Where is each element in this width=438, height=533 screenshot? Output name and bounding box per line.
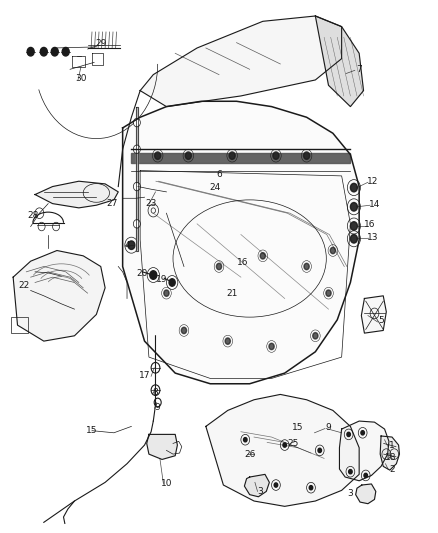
Circle shape [181, 327, 187, 334]
Circle shape [318, 448, 321, 453]
Polygon shape [35, 181, 118, 208]
Polygon shape [140, 16, 342, 107]
Text: 27: 27 [106, 199, 117, 208]
Text: 30: 30 [75, 75, 87, 83]
Text: 12: 12 [367, 177, 378, 185]
Circle shape [216, 263, 222, 270]
Circle shape [304, 152, 310, 159]
Polygon shape [136, 107, 138, 251]
Circle shape [260, 253, 265, 259]
Circle shape [274, 483, 278, 487]
Text: 14: 14 [369, 200, 380, 208]
Text: 15: 15 [292, 423, 304, 432]
Text: 28: 28 [27, 212, 39, 220]
Circle shape [309, 486, 313, 490]
Text: 26: 26 [244, 450, 255, 458]
Circle shape [40, 47, 47, 56]
Text: 2: 2 [389, 465, 395, 473]
Text: 8: 8 [152, 389, 159, 397]
Text: 6: 6 [216, 171, 222, 179]
Text: 19: 19 [156, 276, 168, 284]
Text: 5: 5 [378, 317, 384, 325]
Circle shape [350, 235, 357, 243]
Text: 21: 21 [226, 289, 238, 297]
Text: 20: 20 [137, 269, 148, 278]
Text: 29: 29 [95, 39, 106, 48]
Circle shape [244, 438, 247, 442]
Text: 16: 16 [364, 221, 376, 229]
Text: 4: 4 [124, 241, 130, 249]
Circle shape [225, 338, 230, 344]
Circle shape [347, 432, 350, 437]
Circle shape [155, 152, 161, 159]
Circle shape [27, 47, 34, 56]
Circle shape [313, 333, 318, 339]
Polygon shape [206, 394, 359, 506]
Text: 9: 9 [325, 423, 332, 432]
Text: 9: 9 [155, 403, 161, 411]
Polygon shape [339, 421, 389, 481]
Polygon shape [147, 434, 177, 459]
Circle shape [326, 290, 331, 296]
Circle shape [364, 473, 367, 478]
Text: 10: 10 [161, 479, 172, 488]
Text: 3: 3 [347, 489, 353, 497]
Text: 24: 24 [209, 183, 220, 192]
Text: 3: 3 [258, 487, 264, 496]
Circle shape [62, 47, 69, 56]
Text: 15: 15 [86, 426, 98, 435]
Circle shape [185, 152, 191, 159]
Bar [11, 317, 28, 333]
Text: 23: 23 [145, 199, 157, 208]
Text: 1: 1 [389, 441, 395, 449]
Text: 25: 25 [288, 439, 299, 448]
Circle shape [273, 152, 279, 159]
Polygon shape [123, 101, 359, 384]
Circle shape [128, 241, 135, 249]
Circle shape [229, 152, 235, 159]
Polygon shape [244, 474, 269, 497]
Circle shape [350, 183, 357, 192]
Circle shape [283, 443, 286, 447]
Polygon shape [380, 436, 399, 470]
Circle shape [304, 263, 309, 270]
Circle shape [269, 343, 274, 350]
Text: 13: 13 [367, 233, 378, 241]
Text: 7: 7 [356, 65, 362, 74]
Text: 22: 22 [18, 281, 30, 289]
Circle shape [135, 221, 139, 227]
Circle shape [135, 120, 139, 125]
Circle shape [330, 247, 336, 254]
Text: 18: 18 [385, 453, 397, 462]
Circle shape [361, 431, 364, 435]
Circle shape [51, 47, 58, 56]
Circle shape [350, 222, 357, 230]
Circle shape [164, 290, 169, 296]
Circle shape [169, 279, 175, 286]
Polygon shape [356, 484, 376, 504]
Circle shape [135, 147, 139, 152]
Text: 16: 16 [237, 258, 249, 266]
Circle shape [135, 184, 139, 189]
Text: 17: 17 [139, 371, 150, 379]
Bar [131, 153, 350, 163]
Polygon shape [13, 251, 105, 341]
Circle shape [150, 271, 157, 279]
Circle shape [350, 203, 357, 211]
Polygon shape [315, 16, 364, 107]
Polygon shape [361, 296, 386, 333]
Circle shape [349, 470, 352, 474]
